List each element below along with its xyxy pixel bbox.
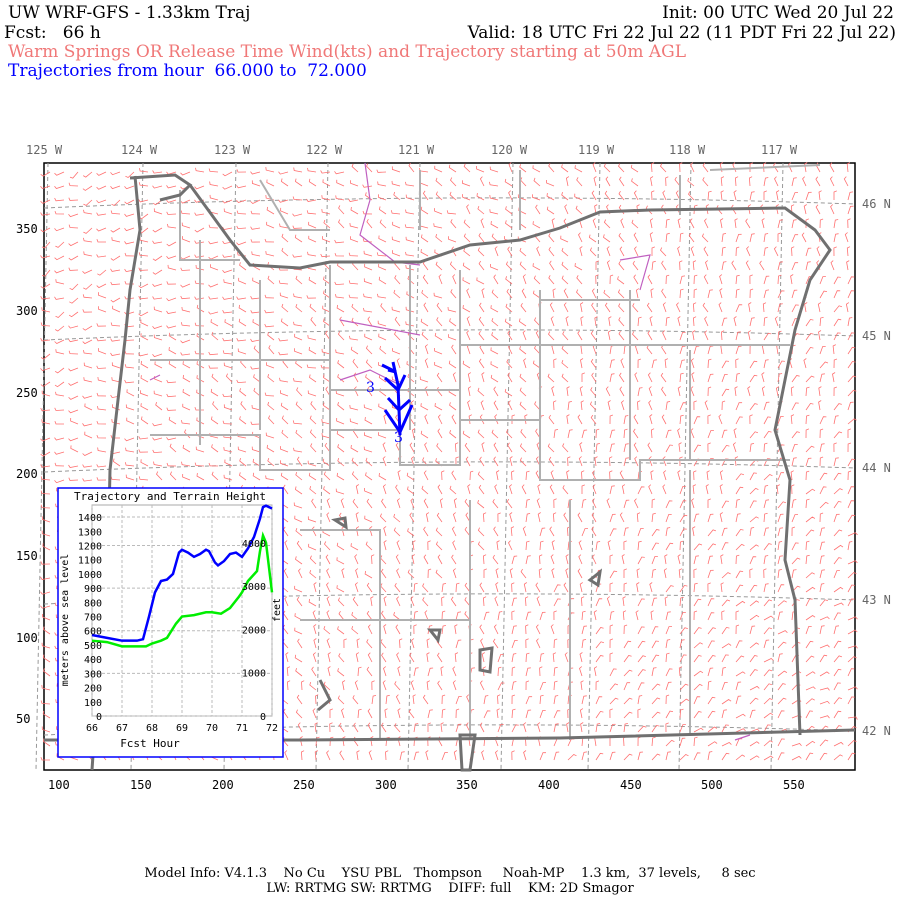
map-subtitle: Warm Springs OR Release Time Wind(kts) a… bbox=[8, 42, 686, 62]
x-tick-label: 500 bbox=[701, 778, 723, 792]
x-tick-label: 550 bbox=[783, 778, 805, 792]
x-tick-label: 250 bbox=[293, 778, 315, 792]
lat-label: 42 N bbox=[862, 724, 891, 738]
y-tick-label: 250 bbox=[16, 386, 38, 400]
x-tick-label: 100 bbox=[48, 778, 70, 792]
forecast-hour: Fcst: 66 h bbox=[4, 23, 101, 43]
lon-label: 118 W bbox=[669, 143, 706, 157]
trajectory-label-start: 3 bbox=[366, 380, 375, 396]
model-title: UW WRF-GFS - 1.33km Traj bbox=[8, 3, 251, 23]
init-time: Init: 00 UTC Wed 20 Jul 22 bbox=[662, 3, 894, 23]
model-info: Model Info: V4.1.3 No Cu YSU PBL Thompso… bbox=[144, 866, 756, 881]
y-tick-label: 150 bbox=[16, 549, 38, 563]
lat-label: 43 N bbox=[862, 593, 891, 607]
lon-label: 119 W bbox=[578, 143, 615, 157]
trajectory-label-end: 3 bbox=[394, 430, 403, 446]
lon-label: 120 W bbox=[491, 143, 528, 157]
trajectory-arrows bbox=[381, 361, 414, 436]
trajectory-barbs bbox=[381, 363, 414, 433]
x-tick-label: 300 bbox=[375, 778, 397, 792]
lon-label: 125 W bbox=[26, 143, 63, 157]
model-physics: LW: RRTMG SW: RRTMG DIFF: full KM: 2D Sm… bbox=[266, 881, 634, 896]
lon-label: 124 W bbox=[121, 143, 158, 157]
y-tick-label: 350 bbox=[16, 222, 38, 236]
lat-label: 44 N bbox=[862, 461, 891, 475]
x-tick-label: 150 bbox=[130, 778, 152, 792]
lat-label: 46 N bbox=[862, 197, 891, 211]
x-tick-label: 200 bbox=[212, 778, 234, 792]
x-tick-label: 350 bbox=[456, 778, 478, 792]
y-tick-label: 300 bbox=[16, 304, 38, 318]
lon-label: 121 W bbox=[398, 143, 435, 157]
y-tick-label: 100 bbox=[16, 631, 38, 645]
trajectory-range: Trajectories from hour 66.000 to 72.000 bbox=[8, 61, 367, 81]
y-tick-label: 200 bbox=[16, 467, 38, 481]
water-features bbox=[149, 162, 751, 741]
y-tick-label: 50 bbox=[16, 712, 31, 726]
map-frame bbox=[43, 162, 856, 771]
x-tick-label: 450 bbox=[620, 778, 642, 792]
x-tick-label: 400 bbox=[538, 778, 560, 792]
lat-label: 45 N bbox=[862, 329, 891, 343]
lon-label: 123 W bbox=[214, 143, 251, 157]
lon-label: 122 W bbox=[306, 143, 343, 157]
county-boundaries bbox=[150, 164, 821, 740]
valid-time: Valid: 18 UTC Fri 22 Jul 22 (11 PDT Fri … bbox=[467, 23, 896, 43]
lon-label: 117 W bbox=[761, 143, 798, 157]
